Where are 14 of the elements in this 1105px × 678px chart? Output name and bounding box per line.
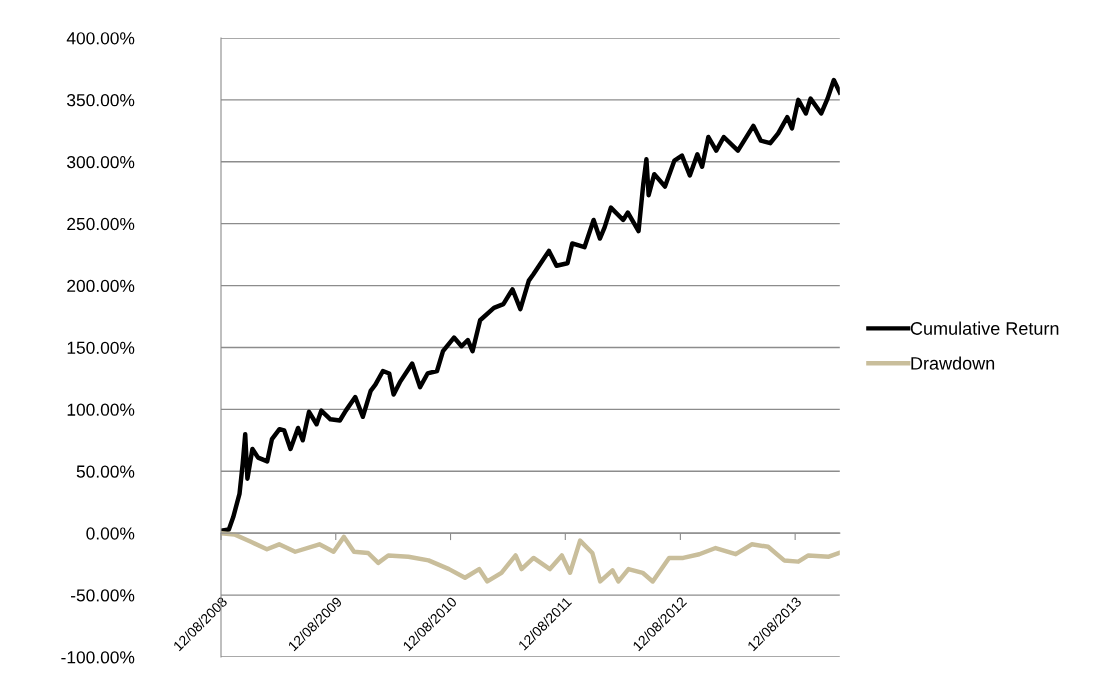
y-tick-label: 250.00% — [67, 217, 135, 231]
y-tick-label: 350.00% — [67, 94, 135, 107]
y-tick-label: 100.00% — [67, 403, 135, 416]
y-tick-label: 200.00% — [67, 279, 135, 293]
y-tick-label: 300.00% — [67, 155, 135, 169]
legend-label: Cumulative Return — [910, 321, 1059, 335]
legend-label: Drawdown — [911, 356, 995, 370]
line-series — [221, 530, 840, 584]
y-tick-label: -100.00% — [61, 651, 135, 664]
y-tick-label: 400.00% — [66, 32, 135, 45]
y-tick-label: 50.00% — [76, 465, 135, 478]
y-tick-label: -50.00% — [71, 589, 135, 602]
y-tick-label: 0.00% — [86, 527, 135, 540]
y-tick-label: 150.00% — [67, 341, 135, 354]
